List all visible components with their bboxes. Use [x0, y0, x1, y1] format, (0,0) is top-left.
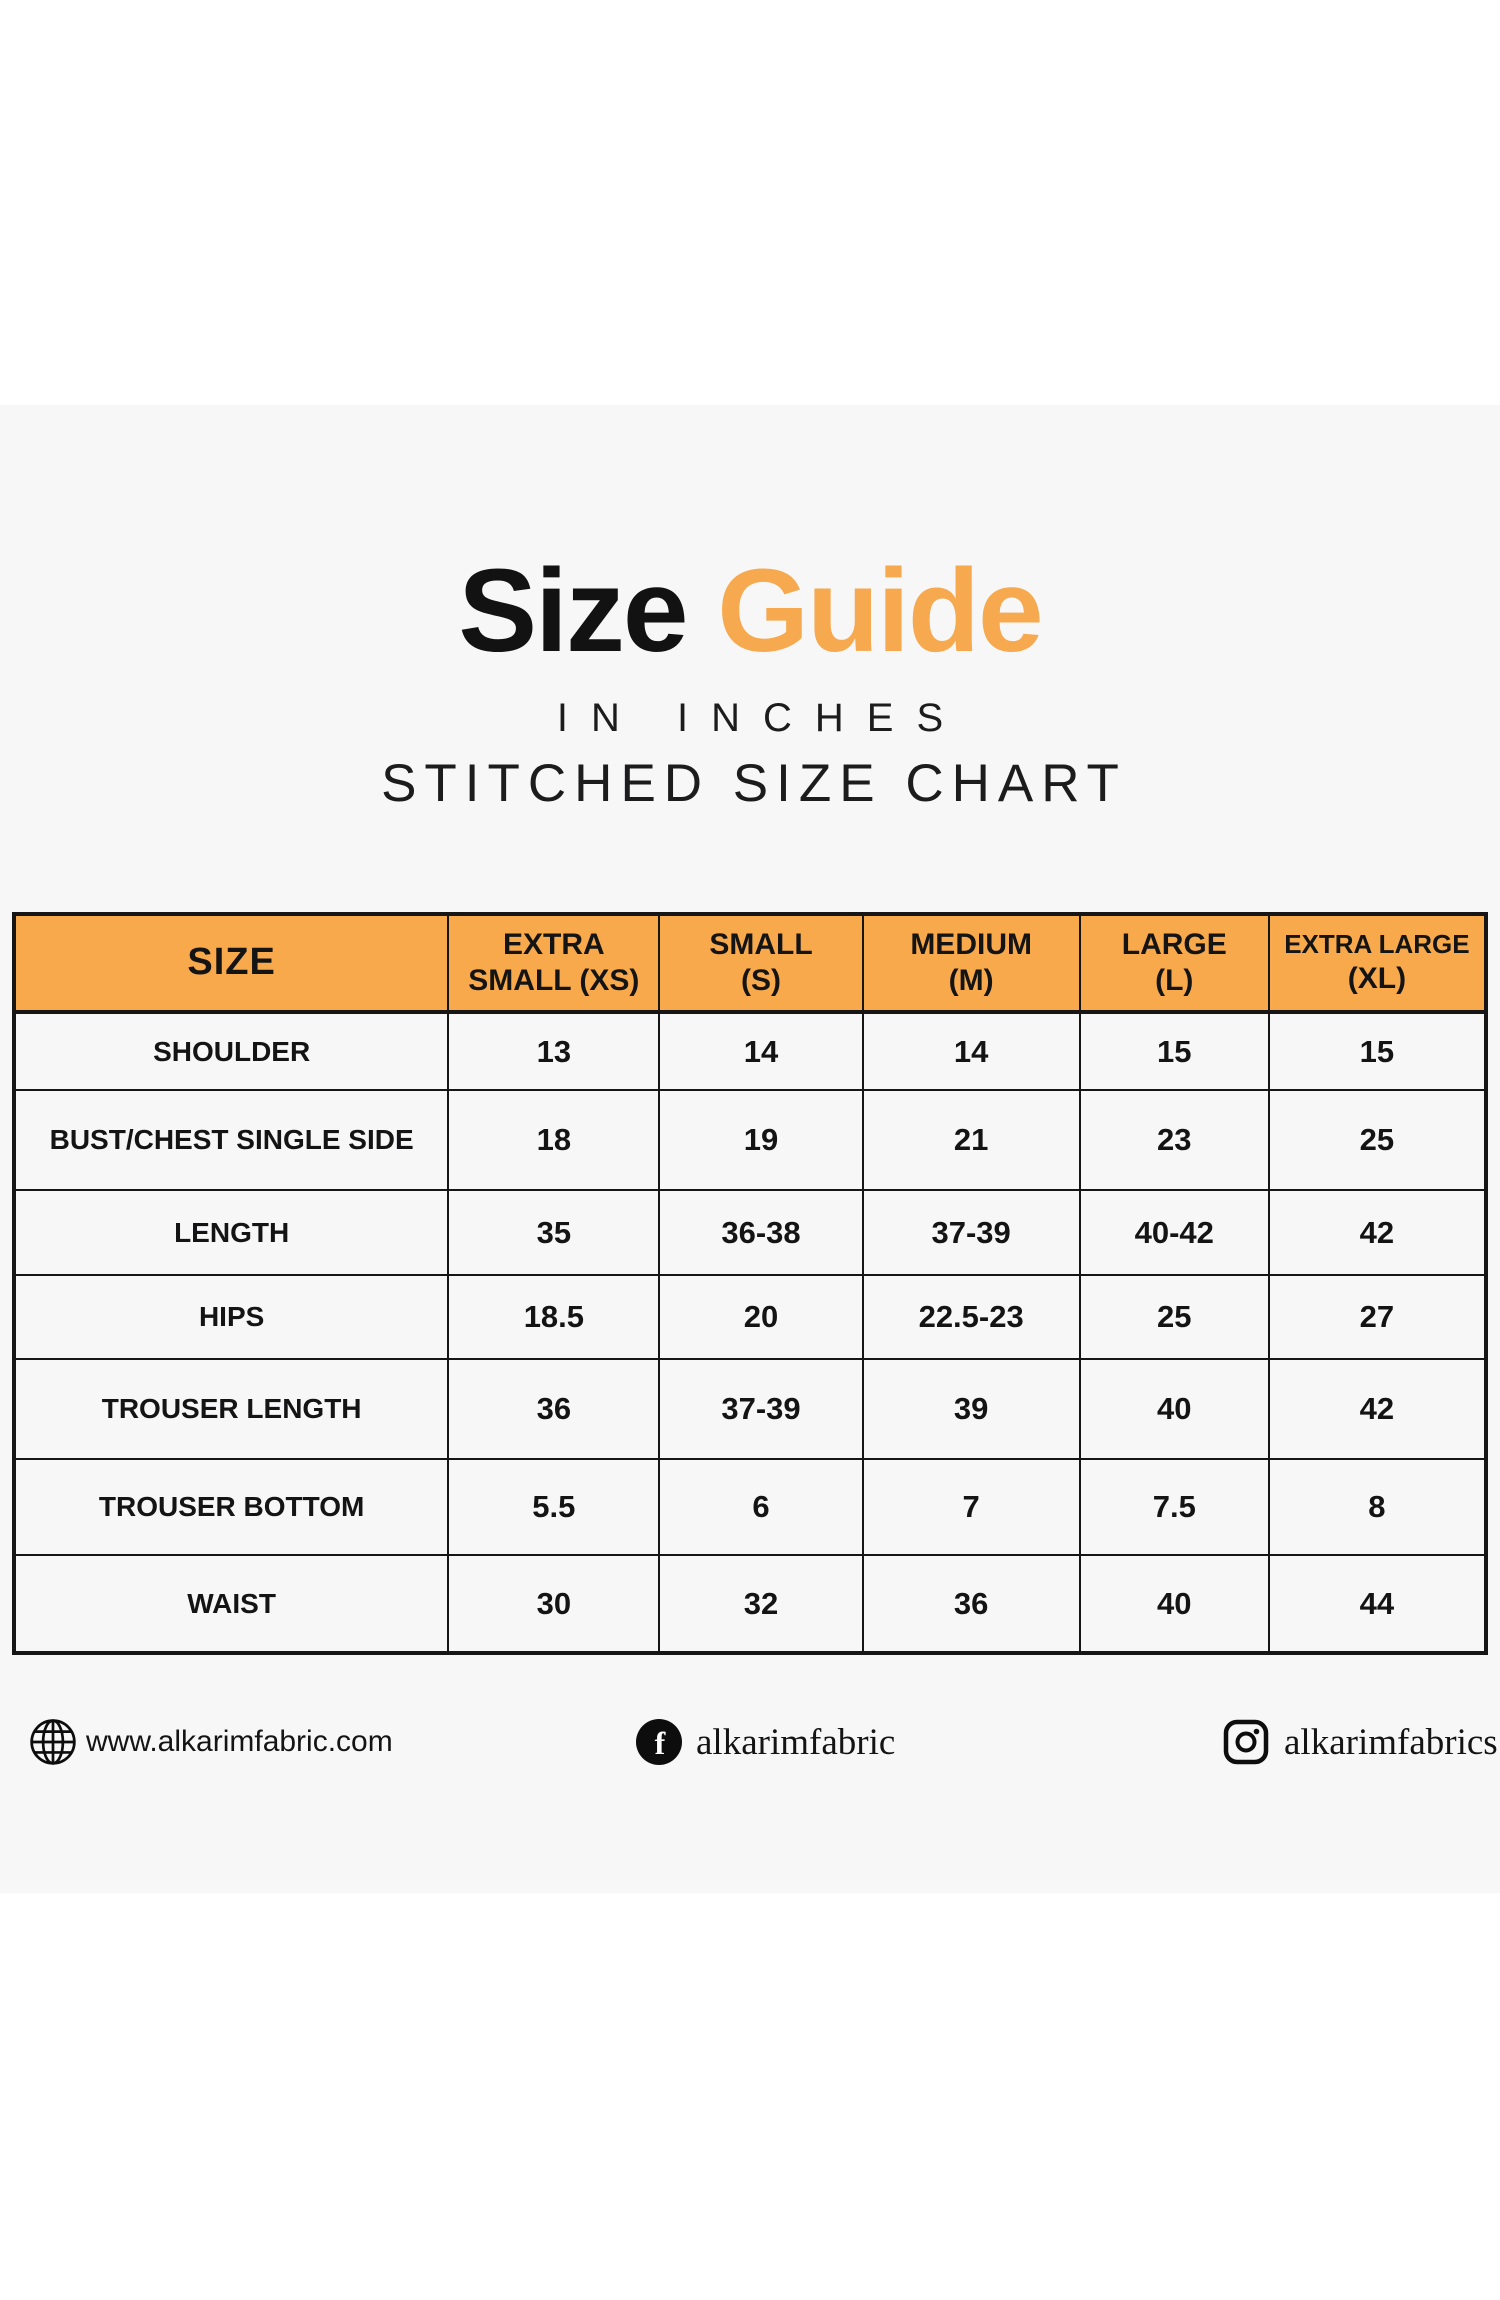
row-label: BUST/CHEST SINGLE SIDE [12, 1089, 450, 1191]
cell-value: 40-42 [1078, 1189, 1270, 1276]
header-row: SIZE EXTRA SMALL (XS) SMALL (S) MEDIUM (… [12, 913, 1488, 1014]
website-label: www.alkarimfabric.com [86, 1725, 393, 1758]
cell-value: 21 [861, 1089, 1081, 1191]
row-label: TROUSER LENGTH [12, 1358, 450, 1460]
title-word-guide: Guide [717, 545, 1043, 677]
cell-value: 27 [1267, 1274, 1488, 1360]
cell-value: 25 [1078, 1274, 1270, 1360]
table-row-bust-chest: BUST/CHEST SINGLE SIDE 18 19 21 23 25 [12, 1089, 1488, 1191]
cell-value: 36-38 [658, 1189, 864, 1276]
cell-value: 7 [861, 1458, 1081, 1556]
cell-value: 44 [1267, 1554, 1488, 1654]
cell-value: 42 [1267, 1189, 1488, 1276]
cell-value: 7.5 [1078, 1458, 1270, 1556]
cell-value: 35 [447, 1189, 661, 1276]
facebook-icon: f [636, 1719, 682, 1765]
cell-value: 23 [1078, 1089, 1270, 1191]
size-chart-table: SIZE EXTRA SMALL (XS) SMALL (S) MEDIUM (… [12, 912, 1488, 1655]
cell-value: 39 [861, 1358, 1081, 1460]
row-label: LENGTH [12, 1189, 450, 1276]
page-title: Size Guide [0, 552, 1500, 670]
globe-icon [28, 1717, 78, 1767]
cell-value: 5.5 [447, 1458, 661, 1556]
cell-value: 13 [447, 1011, 661, 1091]
col-header-size: SIZE [12, 913, 450, 1014]
table-row-waist: WAIST 30 32 36 40 44 [12, 1554, 1488, 1654]
table-row-trouser-length: TROUSER LENGTH 36 37-39 39 40 42 [12, 1358, 1488, 1460]
table-row-hips: HIPS 18.5 20 22.5-23 25 27 [12, 1274, 1488, 1360]
cell-value: 6 [658, 1458, 864, 1556]
col-header-large: LARGE (L) [1078, 913, 1270, 1014]
row-label: WAIST [12, 1554, 450, 1654]
cell-value: 22.5-23 [861, 1274, 1081, 1360]
cell-value: 19 [658, 1089, 864, 1191]
cell-value: 14 [861, 1011, 1081, 1091]
footer-facebook: f alkarimfabric [636, 1714, 895, 1770]
cell-value: 30 [447, 1554, 661, 1654]
facebook-label: alkarimfabric [696, 1721, 896, 1763]
cell-value: 20 [658, 1274, 864, 1360]
footer-instagram: alkarimfabrics [1222, 1714, 1498, 1770]
col-header-extra-large: EXTRA LARGE (XL) [1267, 913, 1488, 1014]
cell-value: 36 [861, 1554, 1081, 1654]
cell-value: 40 [1078, 1358, 1270, 1460]
cell-value: 36 [447, 1358, 661, 1460]
table-row-shoulder: SHOULDER 13 14 14 15 15 [12, 1011, 1488, 1091]
subtitle-stitched-size-chart: STITCHED SIZE CHART [381, 754, 1127, 813]
cell-value: 32 [658, 1554, 864, 1654]
col-header-small: SMALL (S) [658, 913, 864, 1014]
svg-text:f: f [655, 1725, 666, 1761]
table-row-length: LENGTH 35 36-38 37-39 40-42 42 [12, 1189, 1488, 1276]
cell-value: 42 [1267, 1358, 1488, 1460]
cell-value: 25 [1267, 1089, 1488, 1191]
col-header-extra-small: EXTRA SMALL (XS) [447, 913, 661, 1014]
table-row-trouser-bottom: TROUSER BOTTOM 5.5 6 7 7.5 8 [12, 1458, 1488, 1556]
row-label: HIPS [12, 1274, 450, 1360]
cell-value: 40 [1078, 1554, 1270, 1654]
cell-value: 37-39 [861, 1189, 1081, 1276]
col-header-medium: MEDIUM (M) [861, 913, 1081, 1014]
cell-value: 15 [1078, 1011, 1270, 1091]
title-block: Size Guide IN INCHES STITCHED SIZE CHART [0, 552, 1500, 814]
row-label: SHOULDER [12, 1011, 450, 1091]
instagram-label: alkarimfabrics [1284, 1721, 1498, 1763]
instagram-icon [1222, 1718, 1270, 1766]
cell-value: 18 [447, 1089, 661, 1191]
title-word-size: Size [458, 545, 688, 677]
cell-value: 15 [1267, 1011, 1488, 1091]
footer-website: www.alkarimfabric.com [28, 1714, 393, 1770]
cell-value: 18.5 [447, 1274, 661, 1360]
cell-value: 8 [1267, 1458, 1488, 1556]
row-label: TROUSER BOTTOM [12, 1458, 450, 1556]
cell-value: 37-39 [658, 1358, 864, 1460]
cell-value: 14 [658, 1011, 864, 1091]
subtitle-in-inches: IN INCHES [556, 696, 967, 740]
